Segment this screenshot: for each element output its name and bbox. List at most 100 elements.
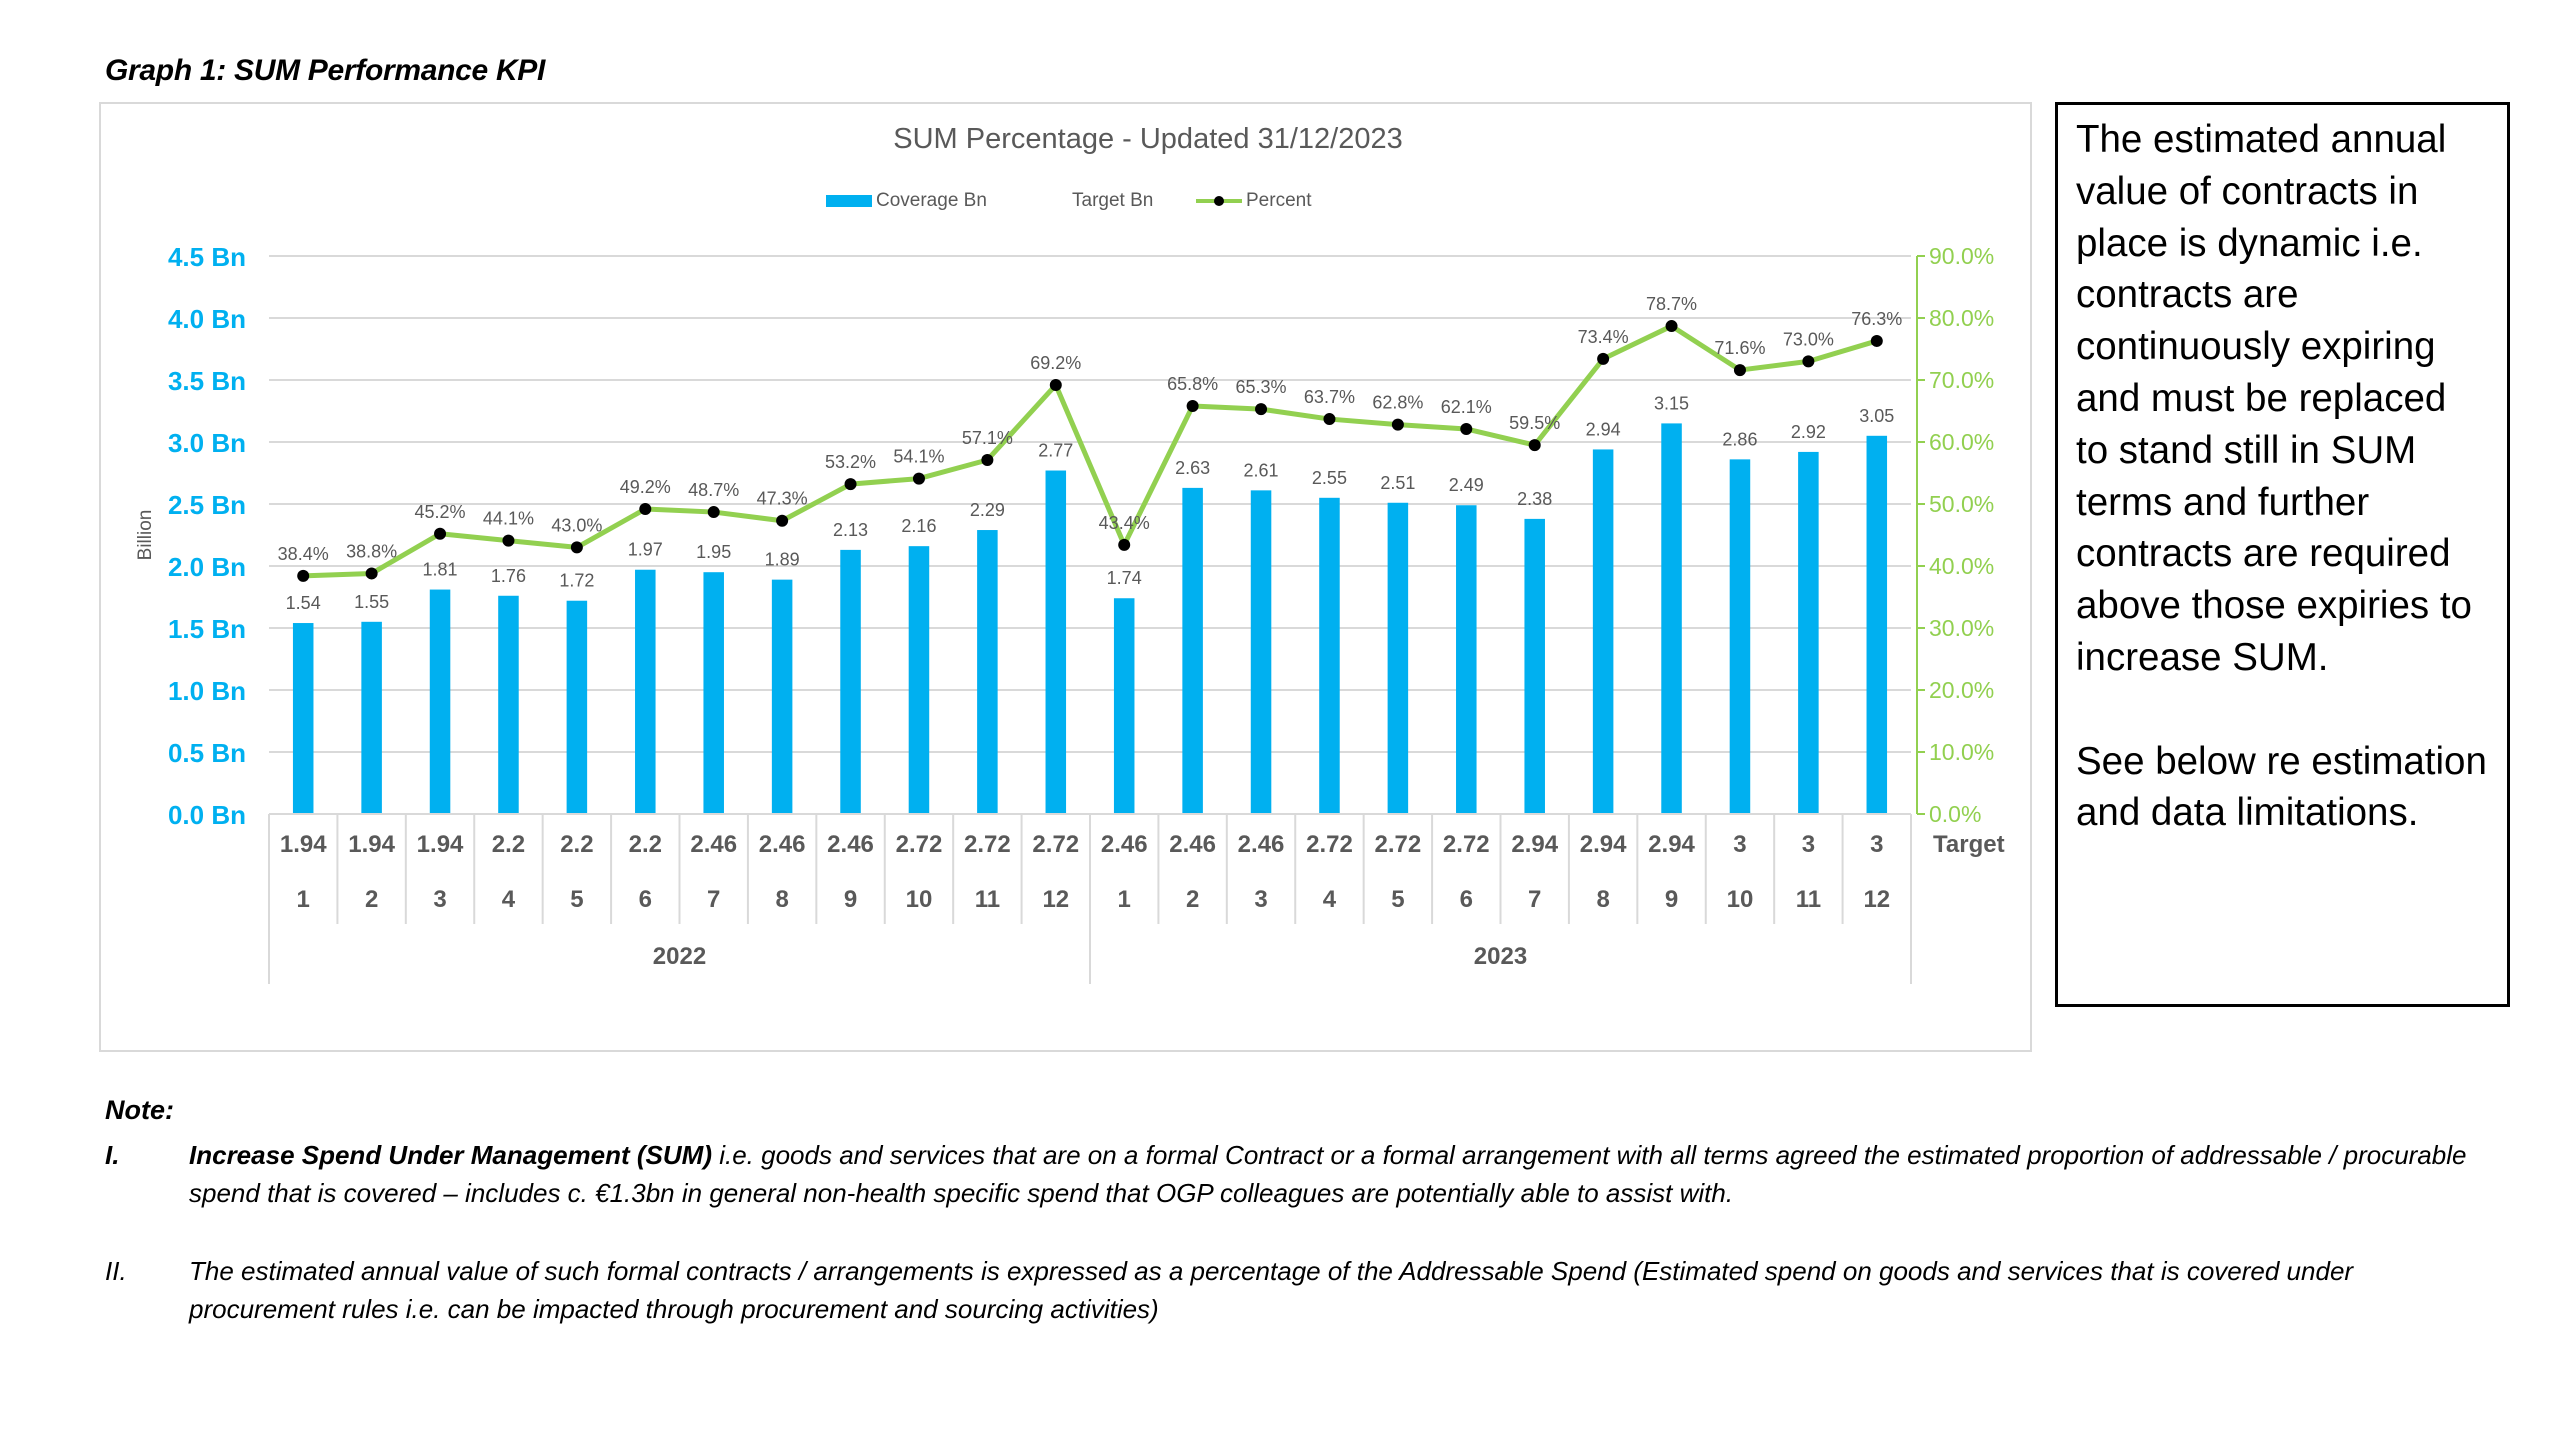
chart-frame: 1.54 1.55 1.81 1.76 1.72 1.97 1.95 1.89 2.13 2.16… — [99, 102, 2032, 1052]
percent-value-label: 44.1% — [483, 509, 534, 529]
percent-value-label: 73.0% — [1783, 329, 1834, 349]
y-tick-label: 3.5 Bn — [168, 366, 246, 396]
percent-value-label: 71.6% — [1714, 338, 1765, 358]
bar-coverage — [703, 572, 724, 814]
percent-value-label: 38.4% — [278, 544, 329, 564]
percent-point — [707, 506, 720, 519]
percent-point — [1391, 418, 1404, 431]
bar-coverage — [498, 595, 519, 814]
bars — [292, 423, 1888, 814]
month-label: 9 — [1665, 886, 1678, 913]
notes-section: Note: I. Increase Spend Under Management… — [105, 1095, 2505, 1328]
target-value: 1.94 — [280, 831, 327, 858]
bar-value-label: 3.15 — [1654, 393, 1689, 413]
y2-tick-label: 70.0% — [1929, 367, 1994, 393]
bar-coverage — [1798, 451, 1819, 814]
percent-value-label: 65.3% — [1236, 377, 1287, 397]
percent-value-label: 43.4% — [1099, 513, 1150, 533]
target-value: 2.72 — [1375, 831, 1422, 858]
month-label: 4 — [1323, 886, 1337, 913]
target-value: 3 — [1733, 831, 1746, 858]
bar-coverage — [1250, 490, 1272, 814]
note-item-1: I. Increase Spend Under Management (SUM)… — [105, 1136, 2505, 1212]
y-axis-title: Billion — [135, 510, 156, 561]
target-value: 2.72 — [1443, 831, 1490, 858]
side-note-box: The estimated annual value of contracts … — [2055, 102, 2510, 1007]
y-tick-label: 1.5 Bn — [168, 614, 246, 644]
percent-point — [365, 567, 378, 580]
note-number: I. — [105, 1140, 120, 1170]
target-value: 2.46 — [690, 831, 737, 858]
month-label: 3 — [433, 886, 446, 913]
bar-value-label: 1.54 — [286, 593, 321, 613]
month-label: 7 — [707, 886, 720, 913]
bar-value-label: 1.55 — [354, 592, 389, 612]
data-labels: 1.54 1.55 1.81 1.76 1.72 1.97 1.95 1.89 2.13 2.16… — [278, 294, 1903, 613]
target-value: 3 — [1802, 831, 1815, 858]
month-label: 2 — [365, 886, 378, 913]
month-label: 5 — [1391, 886, 1404, 913]
y2-tick-label: 0.0% — [1929, 801, 1981, 827]
y-tick-label: 0.0 Bn — [168, 800, 246, 830]
year-label: 2022 — [653, 943, 706, 970]
bar-coverage — [977, 530, 998, 814]
percent-line — [297, 320, 1883, 582]
percent-value-label: 63.7% — [1304, 387, 1355, 407]
bar-value-label: 2.92 — [1791, 422, 1826, 442]
month-label: 11 — [1796, 886, 1821, 913]
y-tick-label: 3.0 Bn — [168, 428, 246, 458]
target-value: 2.2 — [492, 831, 525, 858]
percent-point — [1186, 400, 1199, 413]
bar-coverage — [840, 549, 861, 814]
bar-value-label: 2.38 — [1517, 489, 1552, 509]
bar-coverage — [1182, 487, 1203, 814]
legend: Coverage Bn Target Bn Percent — [826, 190, 1312, 211]
y2-tick-label: 10.0% — [1929, 739, 1994, 765]
target-value: 2.46 — [1101, 831, 1148, 858]
percent-point — [1118, 538, 1131, 551]
bar-coverage — [1456, 505, 1477, 814]
target-value: 2.2 — [629, 831, 662, 858]
bar-value-label: 2.94 — [1586, 419, 1621, 439]
month-label: 8 — [1596, 886, 1609, 913]
bar-coverage — [1866, 435, 1888, 814]
percent-value-label: 54.1% — [893, 447, 944, 467]
y-tick-label: 2.5 Bn — [168, 490, 246, 520]
target-value: 2.46 — [759, 831, 806, 858]
note-text: The estimated annual value of such forma… — [189, 1256, 2354, 1324]
bar-value-label: 2.77 — [1038, 441, 1073, 461]
bar-value-label: 2.63 — [1175, 458, 1210, 478]
month-label: 8 — [775, 886, 788, 913]
note-item-2: II. The estimated annual value of such f… — [105, 1252, 2505, 1328]
bar-value-label: 2.55 — [1312, 468, 1347, 488]
target-value: 1.94 — [348, 831, 395, 858]
percent-point — [1870, 334, 1883, 347]
bar-coverage — [1387, 502, 1409, 814]
month-label: 1 — [297, 886, 310, 913]
legend-label-coverage: Coverage Bn — [876, 190, 987, 211]
percent-point — [1802, 355, 1815, 368]
bar-value-label: 1.72 — [559, 571, 594, 591]
bar-value-label: 2.29 — [970, 500, 1005, 520]
month-label: 12 — [1042, 886, 1069, 913]
percent-point — [981, 453, 994, 466]
percent-value-label: 69.2% — [1030, 353, 1081, 373]
percent-point — [1049, 378, 1062, 391]
percent-value-label: 65.8% — [1167, 374, 1218, 394]
bar-coverage — [292, 623, 314, 814]
bar-value-label: 1.81 — [423, 560, 458, 580]
bar-value-label: 1.97 — [628, 540, 663, 560]
percent-value-label: 43.0% — [551, 515, 602, 535]
percent-value-label: 59.5% — [1509, 413, 1560, 433]
percent-value-label: 49.2% — [620, 477, 671, 497]
notes-heading: Note: — [105, 1095, 174, 1125]
percent-value-label: 73.4% — [1578, 327, 1629, 347]
target-row-label: Target — [1933, 831, 2005, 858]
y2-tick-label: 40.0% — [1929, 553, 1994, 579]
bar-coverage — [1319, 497, 1340, 814]
percent-point — [1323, 413, 1336, 426]
percent-value-label: 47.3% — [757, 489, 808, 509]
target-value: 2.94 — [1511, 831, 1558, 858]
bar-coverage — [361, 621, 382, 814]
category-table: 1.94 1.94 1.94 2.2 2.2 2.2 2.46 2.46 2.46 2.72 2.7… — [268, 814, 2005, 984]
